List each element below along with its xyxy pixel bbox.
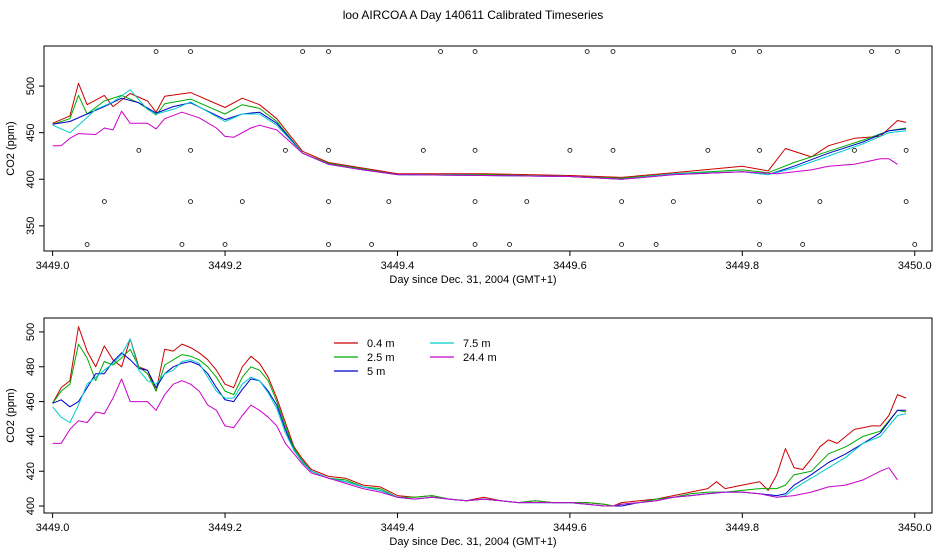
data-point: [705, 147, 711, 153]
legend-label: 5 m: [367, 366, 385, 378]
legend-label: 0.4 m: [367, 338, 395, 350]
legend-label: 2.5 m: [367, 352, 395, 364]
data-point: [188, 147, 193, 153]
data-point: [757, 242, 762, 247]
data-point: [326, 147, 331, 153]
y-tick-label: 500: [25, 323, 37, 341]
plot-frame: [43, 317, 933, 514]
data-point: [507, 242, 512, 247]
x-tick-label: 3449.2: [208, 260, 242, 272]
data-point: [222, 242, 228, 247]
y-tick-label: 460: [25, 392, 37, 410]
y-tick-label: 400: [25, 170, 37, 188]
data-point: [84, 242, 90, 247]
data-point: [326, 49, 331, 54]
y-tick-label: 400: [25, 497, 37, 515]
data-point: [903, 147, 909, 153]
x-axis-label: Day since Dec. 31, 2004 (GMT+1): [389, 274, 556, 286]
data-point: [300, 49, 306, 54]
x-axis-label: Day since Dec. 31, 2004 (GMT+1): [389, 536, 556, 548]
y-tick-label: 500: [25, 77, 37, 95]
series-line-3: [52, 89, 907, 180]
data-point: [619, 199, 625, 205]
y-tick-label: 350: [25, 217, 37, 235]
data-point: [438, 49, 443, 54]
top-panel: 3449.0 3449.2 3449.4 3449.6 3449.8 3450.0 350 4…: [5, 45, 933, 286]
data-point: [282, 147, 288, 153]
data-point: [472, 199, 478, 205]
legend: 0.4 m 2.5 m 5 m 7.5 m 24.4 m: [334, 338, 497, 378]
data-point: [326, 242, 331, 247]
legend-label: 24.4 m: [463, 352, 497, 364]
x-tick-label: 3450.0: [898, 522, 932, 534]
data-point: [153, 49, 159, 54]
x-tick-label: 3449.8: [726, 522, 760, 534]
data-point: [903, 199, 909, 205]
data-point: [610, 49, 616, 54]
y-axis-label: CO2 (ppm): [5, 388, 17, 442]
data-point: [386, 199, 392, 205]
data-point: [472, 242, 478, 247]
legend-label: 7.5 m: [463, 338, 491, 350]
x-tick-label: 3449.6: [553, 522, 587, 534]
x-tick-label: 3449.2: [208, 522, 242, 534]
data-point: [179, 242, 185, 247]
data-point: [101, 199, 107, 205]
data-point: [420, 147, 426, 153]
data-point: [326, 199, 331, 205]
data-point: [817, 199, 823, 205]
data-point: [567, 147, 573, 153]
x-tick-label: 3449.8: [726, 260, 760, 272]
data-point: [800, 242, 806, 247]
y-tick-label: 480: [25, 358, 37, 376]
x-tick-label: 3449.0: [36, 522, 70, 534]
page-title: loo AIRCOA A Day 140611 Calibrated Times…: [343, 8, 604, 22]
data-point: [757, 147, 762, 153]
data-point: [869, 49, 875, 54]
data-point: [757, 49, 762, 54]
data-point: [731, 49, 737, 54]
data-point: [188, 49, 193, 54]
y-tick-label: 440: [25, 427, 37, 445]
x-tick-label: 3449.0: [36, 260, 70, 272]
series-line-0: [52, 82, 907, 178]
data-point: [239, 199, 245, 205]
data-point: [369, 242, 375, 247]
series-line-4: [52, 110, 898, 180]
data-point: [619, 242, 625, 247]
data-point: [852, 147, 857, 153]
data-point: [610, 147, 616, 153]
data-point: [136, 147, 142, 153]
bottom-panel: 3449.0 3449.2 3449.4 3449.6 3449.8 3450.0 400 4…: [5, 317, 933, 548]
data-point: [524, 199, 530, 205]
series-line-2: [52, 352, 907, 507]
data-point: [472, 147, 478, 153]
x-tick-label: 3449.4: [381, 522, 415, 534]
x-tick-label: 3449.4: [381, 260, 415, 272]
data-point: [895, 49, 900, 54]
data-point: [670, 199, 676, 205]
data-point: [912, 242, 918, 247]
series-line-4: [52, 378, 898, 507]
series-line-1: [52, 94, 907, 179]
series-line-1: [52, 343, 907, 507]
plot-frame: [43, 45, 933, 252]
data-point: [584, 49, 590, 54]
data-point: [757, 199, 762, 205]
data-point: [188, 199, 193, 205]
data-point: [653, 242, 659, 247]
y-tick-label: 450: [25, 123, 37, 141]
x-tick-label: 3450.0: [898, 260, 932, 272]
series-line-2: [52, 97, 907, 180]
y-axis-label: CO2 (ppm): [5, 121, 17, 175]
x-tick-label: 3449.6: [553, 260, 587, 272]
data-point: [472, 49, 478, 54]
y-tick-label: 420: [25, 462, 37, 480]
